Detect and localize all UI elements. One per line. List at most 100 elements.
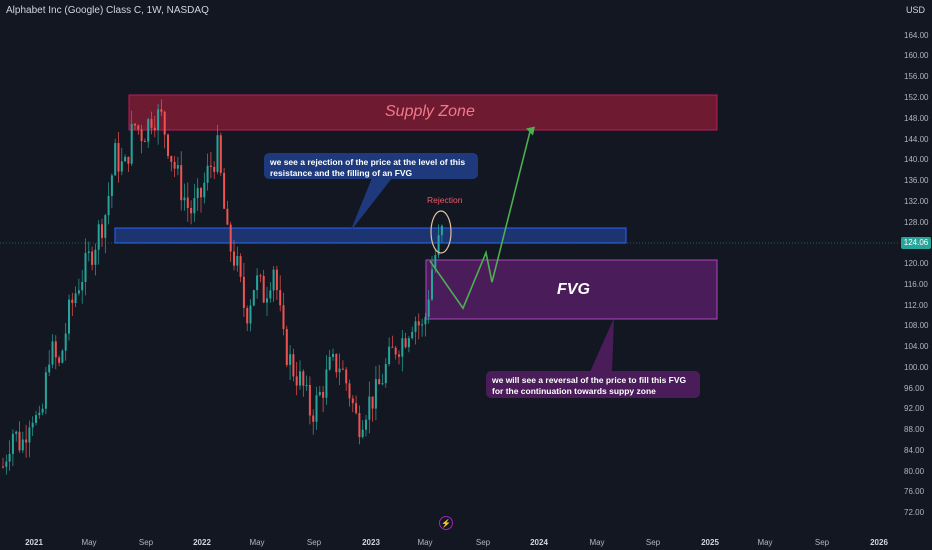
candle-body <box>87 251 90 253</box>
candle-body <box>84 252 87 282</box>
fvg-callout[interactable]: we will see a reversal of the price to f… <box>486 371 700 398</box>
price-axis-label: 88.00 <box>904 425 925 435</box>
candle-body <box>407 338 410 348</box>
price-axis-label: 120.00 <box>904 259 929 269</box>
candle-body <box>427 299 430 317</box>
candle-body <box>137 125 140 130</box>
candle-body <box>266 298 268 303</box>
candle-body <box>328 356 331 370</box>
candle-body <box>242 276 245 309</box>
rejection-callout[interactable]: we see a rejection of the price at the l… <box>264 153 478 179</box>
current-price-tag: 124.06 <box>901 237 931 249</box>
blue-callout-pointer <box>350 178 392 232</box>
candle-body <box>150 119 153 128</box>
candle-body <box>134 123 136 126</box>
lightning-icon[interactable]: ⚡ <box>439 516 453 530</box>
price-axis-label: 136.00 <box>904 176 929 186</box>
rejection-label: Rejection <box>427 195 463 205</box>
candle-body <box>384 364 387 384</box>
candle-body <box>110 175 113 196</box>
candle-body <box>285 329 288 365</box>
candle-body <box>64 333 67 351</box>
candle-body <box>196 188 199 199</box>
candle-body <box>256 275 259 291</box>
candle-body <box>91 251 94 265</box>
candle-body <box>358 413 361 438</box>
candle-body <box>18 431 21 451</box>
candle-body <box>68 299 70 334</box>
candle-body <box>11 433 14 454</box>
candle-body <box>183 197 186 201</box>
candle-body <box>226 208 229 225</box>
candle-body <box>193 198 196 214</box>
candle-body <box>259 275 262 277</box>
candle-body <box>203 182 206 198</box>
price-axis-label: 160.00 <box>904 51 929 61</box>
time-axis-label: Sep <box>475 538 491 547</box>
candle-body <box>315 395 318 422</box>
candle-body <box>209 165 212 167</box>
candle-body <box>74 293 77 303</box>
candle-body <box>308 384 311 416</box>
candle-body <box>325 369 328 398</box>
candle-body <box>229 224 232 252</box>
price-axis-label: 84.00 <box>904 445 925 455</box>
candle-body <box>25 439 28 443</box>
candle-body <box>101 224 103 238</box>
candle-body <box>295 376 298 386</box>
candle-body <box>391 346 394 348</box>
candle-body <box>312 415 315 422</box>
candle-body <box>411 331 414 339</box>
candle-body <box>104 215 107 238</box>
candle-body <box>417 321 420 326</box>
candle-body <box>5 461 8 467</box>
candle-body <box>440 225 443 236</box>
candle-body <box>279 290 282 306</box>
candle-body <box>167 134 169 157</box>
candle-body <box>147 119 150 142</box>
price-axis-label: 148.00 <box>904 113 929 123</box>
price-axis-label: 164.00 <box>904 30 929 40</box>
candle-body <box>421 324 424 326</box>
candle-body <box>246 308 249 324</box>
candle-body <box>305 384 308 386</box>
candle-body <box>236 256 239 266</box>
projection-arrowhead <box>526 126 535 136</box>
candle-body <box>120 161 123 172</box>
candle-body <box>437 235 440 256</box>
candle-body <box>54 341 57 358</box>
candle-body <box>28 427 31 443</box>
price-axis-label: 100.00 <box>904 362 929 372</box>
candle-body <box>61 350 64 363</box>
candle-body <box>206 165 209 183</box>
candle-body <box>44 372 47 409</box>
candle-body <box>2 466 4 468</box>
candle-body <box>190 208 193 214</box>
candle-body <box>157 109 160 131</box>
time-axis-label: Sep <box>645 538 661 547</box>
candle-body <box>38 412 41 416</box>
fvg-zone[interactable] <box>425 259 718 320</box>
price-axis-label: 72.00 <box>904 508 925 518</box>
price-axis-label: 92.00 <box>904 404 925 414</box>
time-axis-label: May <box>249 538 265 547</box>
candle-body <box>338 368 341 373</box>
candle-body <box>94 249 97 265</box>
resistance-zone[interactable] <box>114 227 627 244</box>
candle-body <box>107 195 110 216</box>
candle-body <box>431 269 433 300</box>
candle-body <box>332 354 334 357</box>
candle-body <box>186 197 189 209</box>
candle-body <box>51 341 54 365</box>
supply-zone[interactable] <box>128 94 718 131</box>
price-axis-label: 116.00 <box>904 279 928 289</box>
candle-body <box>252 290 255 306</box>
candle-body <box>97 224 100 250</box>
projection-arrow <box>429 131 531 310</box>
time-axis-label: 2022 <box>193 538 211 547</box>
candle-body <box>163 111 166 135</box>
candle-body <box>71 299 74 303</box>
candle-body <box>368 396 371 420</box>
purple-callout-pointer <box>590 318 614 372</box>
